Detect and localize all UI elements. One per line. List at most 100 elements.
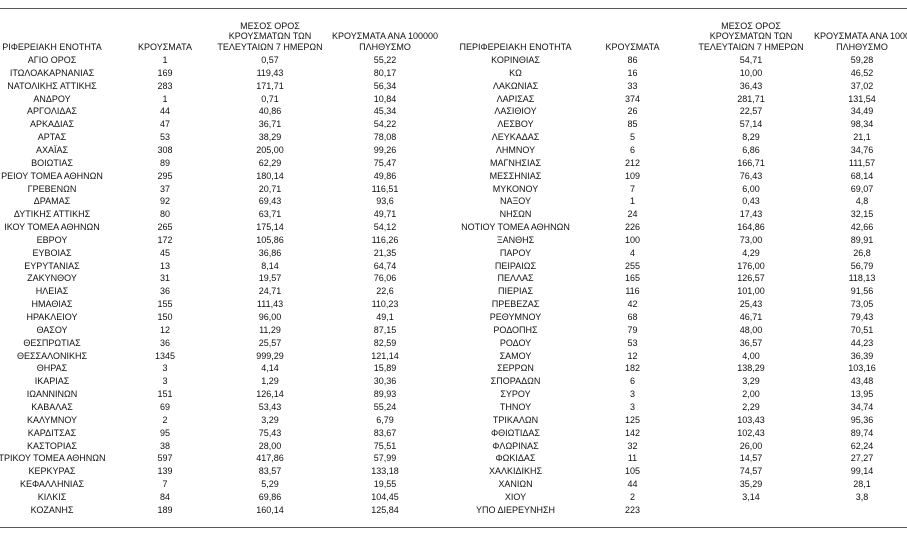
cases: 6 — [629, 376, 635, 387]
cases-per-100000: 73,05 — [850, 299, 874, 310]
cases: 79 — [627, 324, 638, 335]
seven-day-average: 36,57 — [739, 337, 763, 348]
region-name: ΚΩ — [509, 67, 522, 78]
region-name: ΑΡΤΑΣ — [37, 132, 67, 143]
seven-day-average: 28,00 — [258, 440, 282, 451]
seven-day-average: 35,29 — [739, 479, 763, 490]
cases: 226 — [624, 222, 641, 233]
cases-per-100000: 21,35 — [373, 247, 397, 258]
region-name: ΚΑΛΥΜΝΟΥ — [26, 414, 78, 425]
seven-day-average: 57,14 — [739, 119, 763, 130]
cases: 308 — [157, 144, 173, 155]
seven-day-average: 999,29 — [256, 350, 284, 361]
cases-per-100000: 62,24 — [850, 440, 874, 451]
region-name: ΣΠΟΡΑΔΩΝ — [490, 376, 541, 387]
region-name: ΚΑΡΔΙΤΣΑΣ — [27, 427, 77, 438]
cases: 283 — [157, 80, 173, 91]
region-name: ΝΟΤΙΟΥ ΤΟΜΕΑ ΑΘΗΝΩΝ — [461, 222, 570, 233]
cases-per-100000: 54,22 — [373, 119, 397, 130]
region-name: ΕΥΒΟΙΑΣ — [32, 247, 72, 258]
seven-day-average: 20,71 — [258, 183, 282, 194]
seven-day-average: 46,71 — [739, 312, 763, 322]
region-name: ΣΥΡΟΥ — [500, 389, 531, 400]
seven-day-average: 0,43 — [742, 196, 760, 207]
region-name: ΛΗΜΝΟΥ — [495, 144, 536, 155]
cases: 38 — [159, 440, 170, 451]
seven-day-average: 25,43 — [739, 299, 763, 310]
cases-per-100000: 80,17 — [373, 67, 397, 78]
seven-day-average: 4,14 — [261, 363, 279, 374]
seven-day-average: 36,86 — [258, 247, 282, 258]
cases-per-100000: 54,12 — [373, 222, 397, 233]
cases: 155 — [157, 299, 173, 310]
cases: 36 — [159, 337, 170, 348]
seven-day-average: 26,00 — [739, 440, 763, 451]
cases-per-100000: 121,14 — [371, 350, 399, 361]
cases-per-100000: 10,84 — [373, 93, 397, 104]
cases: 2 — [162, 414, 168, 425]
seven-day-average: 205,00 — [256, 144, 284, 155]
seven-day-average: 160,14 — [256, 504, 284, 515]
column-header: ΜΕΣΟΣ ΟΡΟΣ ΚΡΟΥΣΜΑΤΩΝ ΤΩΝ ΤΕΛΕΥΤΑΙΩΝ 7 Η… — [698, 20, 804, 52]
cases-per-100000: 49,1 — [376, 312, 394, 322]
region-name: ΗΡΑΚΛΕΙΟΥ — [26, 312, 78, 322]
seven-day-average: 138,29 — [737, 363, 765, 374]
seven-day-average: 126,57 — [737, 273, 765, 284]
seven-day-average: 102,43 — [737, 427, 765, 438]
cases: 212 — [624, 157, 641, 168]
region-name: ΓΡΕΒΕΝΩΝ — [27, 183, 77, 194]
top-rule — [0, 8, 907, 9]
cases-per-100000: 21,1 — [853, 132, 871, 143]
region-name: ΚΙΛΚΙΣ — [37, 491, 67, 502]
cases-per-100000: 78,08 — [373, 132, 397, 143]
cases: 105 — [624, 466, 641, 477]
seven-day-average: 166,71 — [737, 157, 765, 168]
column-header: ΠΕΡΙΦΕΡΕΙΑΚΗ ΕΝΟΤΗΤΑ — [459, 41, 572, 52]
region-name: ΣΑΜΟΥ — [499, 350, 532, 361]
cases: 26 — [627, 106, 638, 117]
seven-day-average: 126,14 — [256, 389, 284, 400]
seven-day-average: 1,29 — [261, 376, 279, 387]
cases: 7 — [162, 479, 168, 490]
seven-day-average: 62,29 — [258, 157, 282, 168]
cases-per-100000: 28,1 — [853, 479, 871, 490]
cases-per-100000: 3,8 — [855, 491, 869, 502]
region-name: ΧΑΝΙΩΝ — [498, 479, 533, 490]
region-name: ΖΑΚΥΝΘΟΥ — [27, 273, 77, 284]
cases: 32 — [627, 440, 638, 451]
cases: 3 — [629, 389, 635, 400]
region-name: ΠΡΕΒΕΖΑΣ — [491, 299, 540, 310]
cases-per-100000: 22,6 — [376, 286, 394, 297]
region-name: ΝΗΣΩΝ — [499, 209, 532, 220]
cases: 45 — [159, 247, 170, 258]
cases: 85 — [627, 119, 638, 130]
cases-per-100000: 91,56 — [850, 286, 874, 297]
cases-per-100000: 103,16 — [848, 363, 876, 374]
cases: 189 — [157, 504, 173, 515]
cases-per-100000: 37,02 — [850, 80, 874, 91]
cases: 3 — [162, 363, 168, 374]
seven-day-average: 0,71 — [261, 93, 279, 104]
cases: 80 — [159, 209, 170, 220]
cases: 47 — [159, 119, 170, 130]
bottom-rule — [0, 527, 907, 528]
region-name: ΑΡΚΑΔΙΑΣ — [29, 119, 75, 130]
cases-per-100000: 57,99 — [373, 453, 397, 464]
cases: 165 — [624, 273, 641, 284]
seven-day-average: 3,29 — [742, 376, 760, 387]
region-name: ΦΘΙΩΤΙΔΑΣ — [491, 427, 540, 438]
cases-per-100000: 45,34 — [373, 106, 397, 117]
seven-day-average: 76,43 — [739, 170, 763, 181]
cases: 109 — [624, 170, 641, 181]
seven-day-average: 74,57 — [739, 466, 763, 477]
region-name: ΚΟΖΑΝΗΣ — [30, 504, 74, 515]
cases-per-100000: 82,59 — [373, 337, 397, 348]
seven-day-average: 164,86 — [737, 222, 765, 233]
cases-per-100000: 49,71 — [373, 209, 397, 220]
cases: 24 — [627, 209, 638, 220]
region-name: ΘΑΣΟΥ — [36, 324, 68, 335]
cases-per-100000: 133,18 — [371, 466, 399, 477]
seven-day-average: 101,00 — [737, 286, 765, 297]
cases-per-100000: 64,74 — [373, 260, 397, 271]
region-name: ΚΟΡΙΝΘΙΑΣ — [491, 55, 540, 65]
